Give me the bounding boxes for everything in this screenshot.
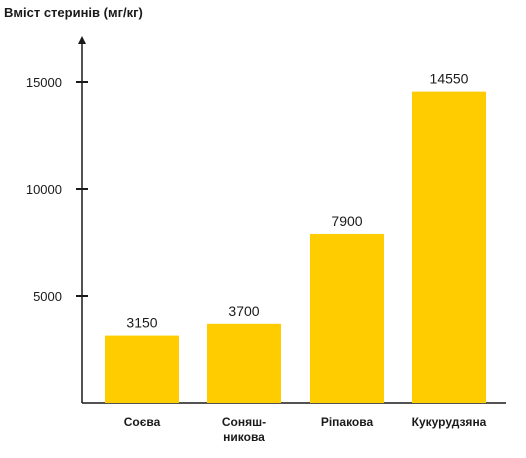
category-label: Кукурудзяна	[412, 415, 487, 429]
data-label: 14550	[430, 71, 469, 87]
data-label: 3150	[126, 315, 157, 331]
category-label-line: никова	[223, 430, 265, 444]
y-tick-label: 5000	[33, 289, 62, 304]
category-label: Соєва	[124, 415, 161, 429]
y-axis-label: Вміст стеринів (мг/кг)	[4, 5, 143, 20]
category-label: Ріпакова	[321, 415, 374, 429]
category-label-line: Соєва	[124, 415, 161, 429]
y-tick-label: 15000	[26, 75, 62, 90]
bar	[310, 233, 384, 403]
category-label: Соняш-никова	[222, 415, 266, 444]
category-label-line: Соняш-	[222, 415, 266, 429]
bar	[412, 91, 486, 403]
data-label: 7900	[331, 213, 362, 229]
data-label: 3700	[228, 303, 259, 319]
y-axis-arrow	[78, 36, 86, 44]
category-label-line: Кукурудзяна	[412, 415, 487, 429]
y-tick-label: 10000	[26, 182, 62, 197]
category-label-line: Ріпакова	[321, 415, 374, 429]
bar	[207, 323, 281, 403]
bar	[105, 335, 179, 403]
